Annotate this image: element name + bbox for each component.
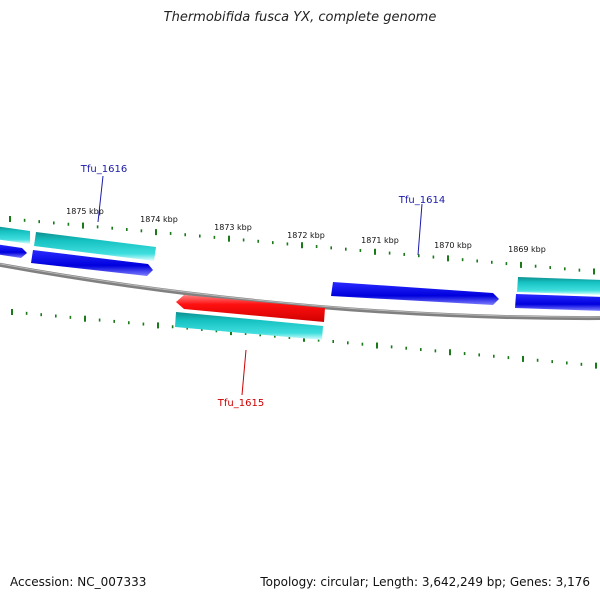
label-leader-tfu-1614 — [417, 203, 423, 256]
rna-feature[interactable] — [517, 277, 600, 295]
kbp-label: 1869 kbp — [508, 245, 546, 254]
map-title: Thermobifida fusca YX, complete genome — [163, 10, 437, 25]
kbp-label: 1875 kbp — [66, 207, 104, 216]
gene-arrow-tfu-1616[interactable] — [31, 250, 153, 276]
kbp-label: 1874 kbp — [140, 215, 178, 224]
kbp-scale-labels: 1875 kbp 1874 kbp 1873 kbp 1872 kbp 1871 kbp… — [66, 207, 546, 254]
genome-summary-text: Topology: circular; Length: 3,642,249 bp… — [260, 575, 590, 589]
gene-label-tfu-1614[interactable]: Tfu_1614 — [398, 195, 445, 206]
tick-row-lower — [11, 309, 597, 369]
gene-arrow-tfu-1615[interactable] — [176, 295, 325, 322]
forward-strand-features — [0, 226, 600, 311]
kbp-label: 1873 kbp — [214, 223, 252, 232]
accession-text: Accession: NC_007333 — [10, 575, 147, 589]
kbp-label: 1872 kbp — [287, 231, 325, 240]
gene-arrow-tfu-1614[interactable] — [331, 282, 499, 305]
rna-feature[interactable] — [175, 312, 323, 340]
gene-label-tfu-1616[interactable]: Tfu_1616 — [80, 164, 127, 175]
gene-arrow[interactable] — [0, 244, 27, 258]
label-leader-tfu-1616 — [97, 175, 104, 223]
gene-label-tfu-1615[interactable]: Tfu_1615 — [217, 398, 264, 409]
gene-arrow[interactable] — [515, 294, 600, 311]
reverse-strand-features — [175, 295, 325, 340]
genome-backbone-highlight — [0, 263, 600, 318]
label-leader-tfu-1615 — [241, 349, 247, 396]
kbp-label: 1871 kbp — [361, 236, 399, 245]
genome-backbone — [0, 262, 600, 321]
rna-feature[interactable] — [0, 226, 30, 244]
rna-feature[interactable] — [34, 232, 156, 261]
kbp-label: 1870 kbp — [434, 241, 472, 250]
tick-row-upper — [9, 216, 595, 275]
